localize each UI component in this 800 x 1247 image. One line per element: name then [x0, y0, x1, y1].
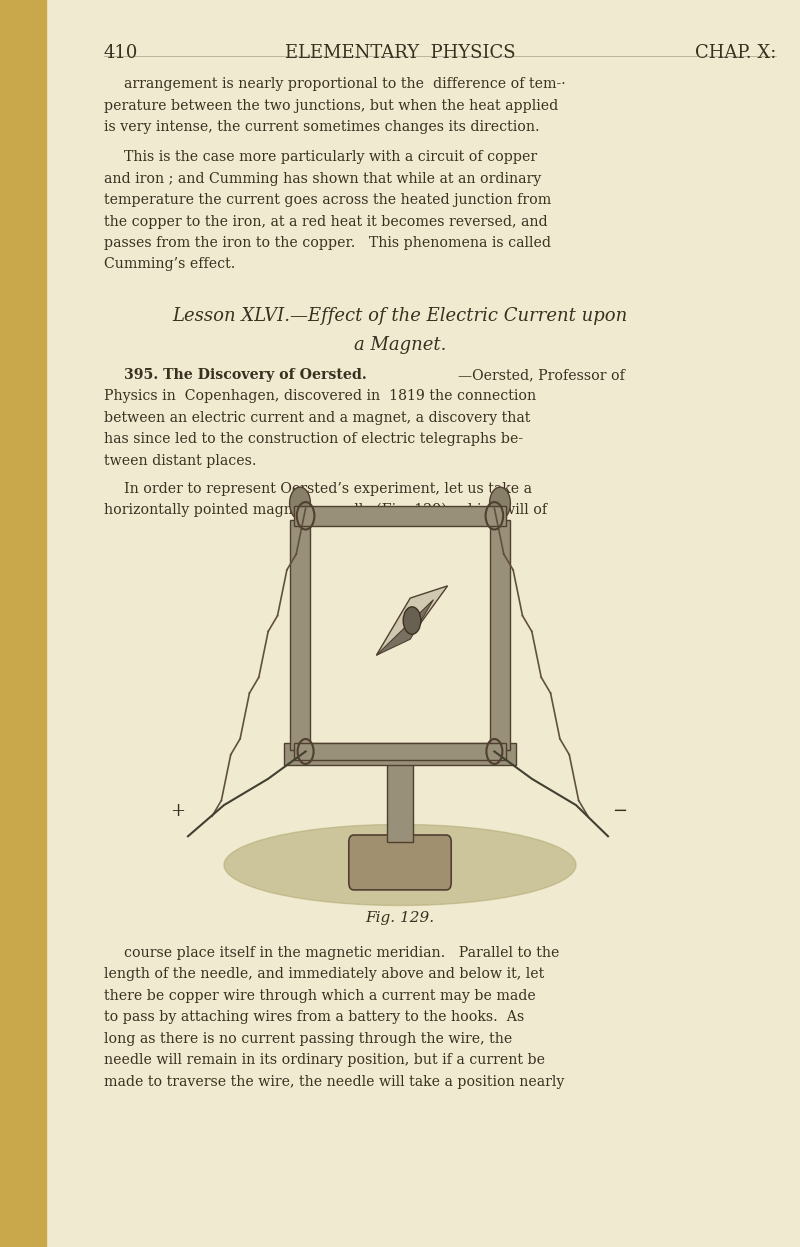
Text: In order to represent Oersted’s experiment, let us take a: In order to represent Oersted’s experime…	[124, 481, 532, 495]
Text: perature between the two junctions, but when the heat applied: perature between the two junctions, but …	[104, 99, 558, 112]
Bar	[0, 0, 46, 1247]
Bar	[387, 762, 413, 843]
Circle shape	[403, 607, 421, 635]
Text: −: −	[613, 802, 627, 821]
Text: length of the needle, and immediately above and below it, let: length of the needle, and immediately ab…	[104, 968, 544, 981]
Polygon shape	[376, 600, 434, 655]
Polygon shape	[376, 586, 448, 655]
Text: CHAP. X:: CHAP. X:	[694, 44, 776, 61]
Text: has since led to the construction of electric telegraphs be-: has since led to the construction of ele…	[104, 433, 523, 446]
Ellipse shape	[224, 824, 576, 905]
Bar	[290, 520, 310, 751]
Bar	[294, 506, 506, 526]
Text: and iron ; and Cumming has shown that while at an ordinary: and iron ; and Cumming has shown that wh…	[104, 172, 542, 186]
FancyBboxPatch shape	[349, 835, 451, 890]
Text: course place itself in the magnetic meridian.   Parallel to the: course place itself in the magnetic meri…	[124, 946, 559, 960]
Text: 410: 410	[104, 44, 138, 61]
Text: made to traverse the wire, the needle will take a position nearly: made to traverse the wire, the needle wi…	[104, 1075, 564, 1089]
Text: the copper to the iron, at a red heat it becomes reversed, and: the copper to the iron, at a red heat it…	[104, 214, 548, 228]
Text: Lesson XLVI.—Effect of the Electric Current upon: Lesson XLVI.—Effect of the Electric Curr…	[172, 307, 628, 324]
Text: —Oersted, Professor of: —Oersted, Professor of	[458, 368, 625, 382]
Text: Physics in  Copenhagen, discovered in  1819 the connection: Physics in Copenhagen, discovered in 181…	[104, 389, 536, 403]
Text: long as there is no current passing through the wire, the: long as there is no current passing thro…	[104, 1031, 512, 1046]
Circle shape	[290, 488, 310, 520]
Text: horizontally pointed magnetic needle (Fig. 129), which will of: horizontally pointed magnetic needle (Fi…	[104, 503, 547, 518]
Text: needle will remain in its ordinary position, but if a current be: needle will remain in its ordinary posit…	[104, 1054, 545, 1067]
Text: ELEMENTARY  PHYSICS: ELEMENTARY PHYSICS	[285, 44, 515, 61]
Text: Cumming’s effect.: Cumming’s effect.	[104, 257, 235, 272]
Text: between an electric current and a magnet, a discovery that: between an electric current and a magnet…	[104, 410, 530, 425]
Text: passes from the iron to the copper.   This phenomena is called: passes from the iron to the copper. This…	[104, 236, 551, 251]
Text: a Magnet.: a Magnet.	[354, 335, 446, 354]
Text: there be copper wire through which a current may be made: there be copper wire through which a cur…	[104, 989, 536, 1003]
Text: to pass by attaching wires from a battery to the hooks.  As: to pass by attaching wires from a batter…	[104, 1010, 524, 1024]
Circle shape	[490, 488, 510, 520]
Bar	[284, 743, 516, 766]
Text: temperature the current goes across the heated junction from: temperature the current goes across the …	[104, 193, 551, 207]
Text: arrangement is nearly proportional to the  difference of tem-·: arrangement is nearly proportional to th…	[124, 77, 566, 91]
Bar	[294, 743, 506, 761]
Text: tween distant places.: tween distant places.	[104, 454, 257, 468]
Text: 395. The Discovery of Oersted.: 395. The Discovery of Oersted.	[124, 368, 366, 382]
Text: is very intense, the current sometimes changes its direction.: is very intense, the current sometimes c…	[104, 120, 540, 135]
Text: This is the case more particularly with a circuit of copper: This is the case more particularly with …	[124, 150, 537, 165]
Bar	[490, 520, 510, 751]
Text: Fig. 129.: Fig. 129.	[366, 912, 434, 925]
Text: +: +	[170, 802, 185, 821]
